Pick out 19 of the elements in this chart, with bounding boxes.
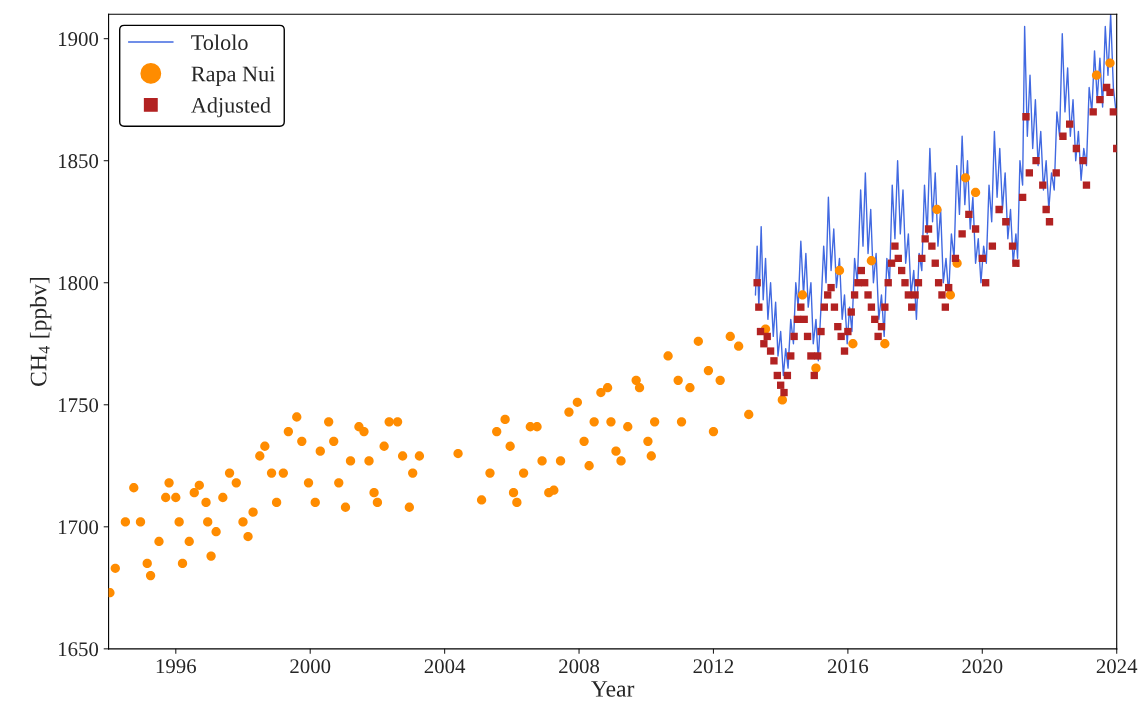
x-tick-label: 2016	[827, 659, 869, 674]
y-tick-label: 1900	[59, 32, 99, 47]
x-tick-label: 2020	[962, 659, 1003, 674]
y-tick-label: 1850	[59, 154, 99, 169]
legend-label: Adjusted	[191, 97, 271, 118]
y-tick-label: 1800	[59, 276, 99, 291]
y-tick-label: 1750	[59, 398, 99, 413]
x-tick-label: 1996	[156, 659, 196, 674]
y-tick-label: 1650	[59, 642, 99, 657]
y-tick-label: 1700	[59, 520, 99, 535]
x-tick-label: 2012	[693, 659, 734, 674]
x-axis-title: Year	[591, 681, 635, 697]
legend-label: Rapa Nui	[191, 66, 275, 86]
y-axis-title: CH$_{4}$ [ppbv]	[29, 278, 52, 386]
x-tick-label: 2000	[290, 659, 331, 674]
legend-label: Tololo	[191, 34, 248, 51]
x-tick-label: 2024	[1096, 659, 1138, 674]
x-tick-label: 2004	[424, 659, 466, 674]
x-tick-label: 2008	[559, 659, 600, 674]
